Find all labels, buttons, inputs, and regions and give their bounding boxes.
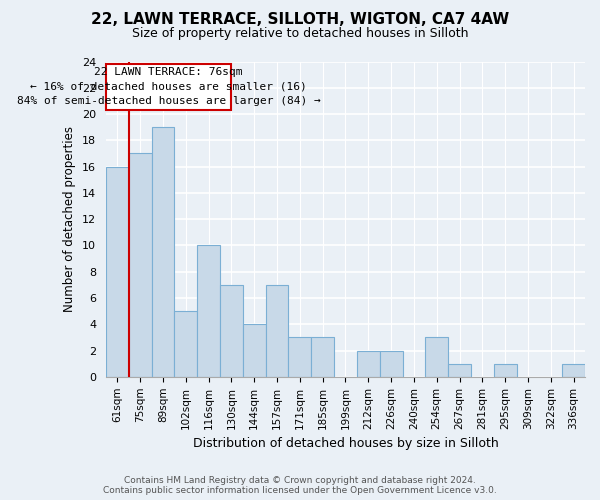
Text: ← 16% of detached houses are smaller (16): ← 16% of detached houses are smaller (16… <box>31 82 307 92</box>
Bar <box>106 166 129 377</box>
Text: Size of property relative to detached houses in Silloth: Size of property relative to detached ho… <box>132 28 468 40</box>
X-axis label: Distribution of detached houses by size in Silloth: Distribution of detached houses by size … <box>193 437 499 450</box>
Text: 22, LAWN TERRACE, SILLOTH, WIGTON, CA7 4AW: 22, LAWN TERRACE, SILLOTH, WIGTON, CA7 4… <box>91 12 509 28</box>
Bar <box>380 350 403 377</box>
Bar <box>425 338 448 377</box>
Bar <box>220 285 243 377</box>
Bar <box>289 338 311 377</box>
Bar <box>357 350 380 377</box>
Bar <box>448 364 471 377</box>
Bar <box>129 154 152 377</box>
Bar <box>175 311 197 377</box>
Bar <box>311 338 334 377</box>
Bar <box>562 364 585 377</box>
Bar <box>494 364 517 377</box>
Bar <box>152 127 175 377</box>
Text: Contains HM Land Registry data © Crown copyright and database right 2024.
Contai: Contains HM Land Registry data © Crown c… <box>103 476 497 495</box>
Text: 22 LAWN TERRACE: 76sqm: 22 LAWN TERRACE: 76sqm <box>94 68 243 78</box>
FancyBboxPatch shape <box>106 64 232 110</box>
Bar <box>243 324 266 377</box>
Bar <box>266 285 289 377</box>
Y-axis label: Number of detached properties: Number of detached properties <box>64 126 76 312</box>
Bar <box>197 246 220 377</box>
Text: 84% of semi-detached houses are larger (84) →: 84% of semi-detached houses are larger (… <box>17 96 320 106</box>
